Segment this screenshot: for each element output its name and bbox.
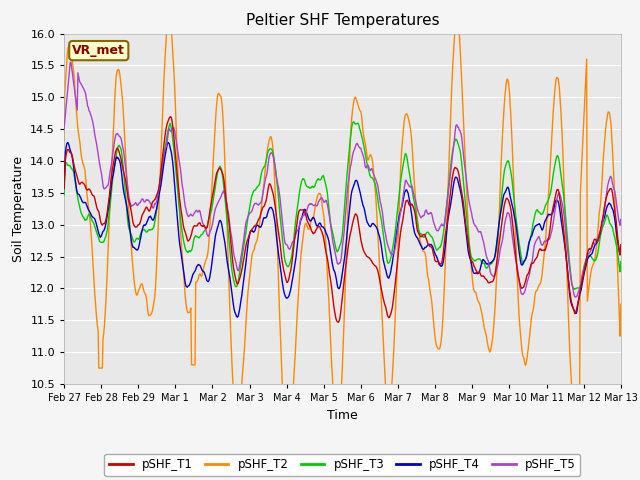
Line: pSHF_T5: pSHF_T5 [64,62,621,297]
pSHF_T2 [484,341,492,347]
Title: Peltier SHF Temperatures: Peltier SHF Temperatures [246,13,439,28]
pSHF_T3 [384,260,392,266]
pSHF_T5 [60,126,68,132]
pSHF_T4 [385,276,392,281]
pSHF_T3 [617,259,625,264]
pSHF_T1 [484,279,492,285]
pSHF_T5 [617,216,625,222]
pSHF_T1 [541,248,548,253]
pSHF_T2 [541,245,548,251]
pSHF_T3 [94,234,102,240]
pSHF_T1 [617,242,625,248]
Line: pSHF_T2: pSHF_T2 [64,13,621,445]
pSHF_T4 [399,196,407,202]
pSHF_T2 [416,238,424,244]
pSHF_T5 [571,294,579,300]
pSHF_T3 [483,265,491,271]
pSHF_T1 [385,315,392,321]
pSHF_T1 [60,185,68,191]
Line: pSHF_T3: pSHF_T3 [64,121,621,289]
pSHF_T2 [385,408,392,414]
pSHF_T2 [283,443,291,448]
pSHF_T1 [94,208,102,214]
pSHF_T3 [350,119,358,124]
pSHF_T1 [416,233,424,239]
pSHF_T5 [384,243,392,249]
pSHF_T4 [94,228,102,234]
Line: pSHF_T4: pSHF_T4 [64,143,621,317]
pSHF_T5 [483,255,491,261]
pSHF_T2 [399,126,407,132]
pSHF_T3 [570,287,578,292]
pSHF_T1 [335,319,342,325]
Y-axis label: Soil Temperature: Soil Temperature [12,156,25,262]
pSHF_T2 [617,301,625,307]
X-axis label: Time: Time [327,408,358,421]
pSHF_T4 [234,314,241,320]
pSHF_T4 [541,218,548,224]
pSHF_T4 [60,185,68,191]
Legend: pSHF_T1, pSHF_T2, pSHF_T3, pSHF_T4, pSHF_T5: pSHF_T1, pSHF_T2, pSHF_T3, pSHF_T4, pSHF… [104,454,580,476]
pSHF_T2 [94,329,102,335]
pSHF_T3 [540,207,548,213]
pSHF_T2 [60,138,68,144]
pSHF_T5 [95,156,102,162]
pSHF_T5 [399,196,406,202]
pSHF_T4 [617,244,625,250]
pSHF_T3 [60,192,68,198]
pSHF_T4 [164,140,172,145]
pSHF_T3 [399,165,406,171]
pSHF_T4 [416,241,424,247]
pSHF_T4 [484,261,492,267]
pSHF_T5 [67,60,74,65]
pSHF_T3 [415,230,423,236]
pSHF_T5 [415,212,423,217]
pSHF_T1 [399,213,407,219]
Line: pSHF_T1: pSHF_T1 [64,117,621,322]
pSHF_T1 [167,114,175,120]
pSHF_T2 [165,10,173,16]
Text: VR_met: VR_met [72,44,125,57]
pSHF_T5 [540,239,548,245]
